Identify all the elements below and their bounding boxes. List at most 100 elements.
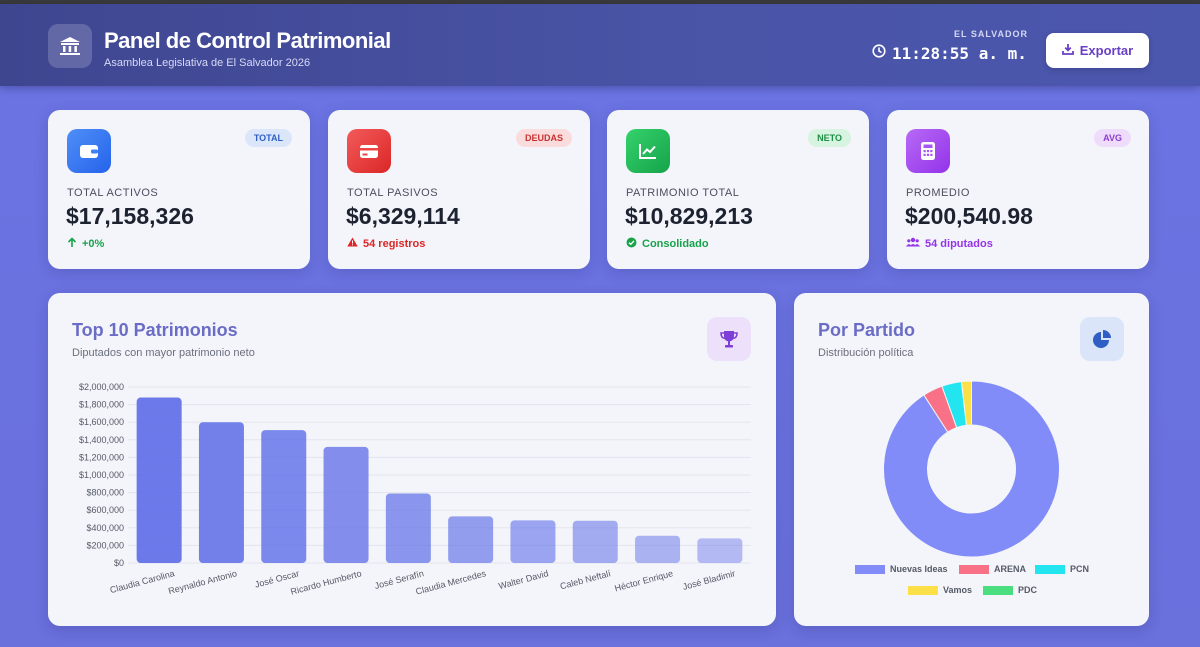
card-foot-text: 54 registros (363, 237, 426, 250)
page-title: Panel de Control Patrimonial (104, 28, 391, 53)
clock-time: 11:28:55 a. m. (892, 44, 1027, 63)
panel-title: Top 10 Patrimonios (72, 320, 238, 340)
x-tick-label: Walter David (497, 568, 549, 591)
window-top-strip (0, 0, 1200, 4)
pie-chart-icon (1080, 317, 1124, 361)
card-value: $6,329,114 (346, 203, 460, 229)
top-patrimonios-panel: Top 10 Patrimonios Diputados con mayor p… (48, 293, 776, 626)
card-total-pasivos: DEUDAS TOTAL PASIVOS $6,329,114 54 regis… (328, 110, 590, 269)
trophy-icon (707, 317, 751, 361)
card-value: $200,540.98 (905, 203, 1033, 229)
card-value: $10,829,213 (625, 203, 753, 229)
card-foot-text: +0% (82, 238, 105, 250)
x-tick-label: Ricardo Humberto (289, 568, 362, 597)
status-badge: NETO (808, 129, 851, 147)
legend-label: PDC (1018, 585, 1038, 595)
bar[interactable] (198, 422, 244, 563)
bar[interactable] (635, 535, 681, 563)
bar[interactable] (385, 493, 431, 563)
bar[interactable] (261, 430, 307, 563)
clock: 11:28:55 a. m. (872, 44, 1027, 63)
calculator-icon (906, 129, 950, 173)
y-tick-label: $400,000 (86, 523, 124, 533)
app-header: Panel de Control Patrimonial Asamblea Le… (0, 4, 1200, 86)
card-promedio: AVG PROMEDIO $200,540.98 54 diputados (887, 110, 1149, 269)
legend-item-vamos[interactable]: Vamos (908, 585, 972, 595)
bar-chart: $0 $200,000 $400,000 $600,000 $800,000 $1,000… (79, 382, 751, 597)
y-tick-label: $1,000,000 (79, 470, 124, 480)
status-badge: DEUDAS (515, 129, 572, 147)
donut-slice[interactable] (960, 380, 972, 426)
y-tick-label: $2,000,000 (79, 382, 124, 392)
legend-label: ARENA (994, 564, 1027, 574)
x-tick-label: José Bladimir (682, 568, 737, 592)
wallet-icon (67, 129, 111, 173)
card-foot-text: 54 diputados (925, 237, 993, 250)
y-tick-label: $1,200,000 (79, 452, 124, 462)
y-tick-label: $1,800,000 (79, 400, 124, 410)
legend-swatch (908, 585, 938, 595)
clock-icon (872, 44, 886, 63)
users-icon (906, 237, 920, 250)
card-value: $17,158,326 (66, 203, 194, 229)
bar[interactable] (136, 397, 182, 563)
legend-swatch (855, 564, 885, 574)
export-label: Exportar (1079, 43, 1134, 58)
status-badge: AVG (1094, 129, 1131, 147)
card-foot: +0% (67, 237, 104, 251)
card-label: PROMEDIO (906, 187, 970, 199)
country-label: EL SALVADOR (953, 29, 1028, 39)
donut-chart (883, 380, 1060, 558)
panel-subtitle: Distribución política (818, 347, 914, 359)
page-subtitle: Asamblea Legislativa de El Salvador 2026 (104, 57, 311, 69)
credit-card-icon (347, 129, 391, 173)
x-tick-label: Reynaldo Antonio (167, 568, 238, 596)
y-tick-label: $1,400,000 (79, 435, 124, 445)
x-tick-label: Caleb Neftalí (559, 568, 612, 591)
chart-line-icon (626, 129, 670, 173)
card-label: TOTAL PASIVOS (347, 187, 439, 199)
card-patrimonio-total: NETO PATRIMONIO TOTAL $10,829,213 Consol… (607, 110, 869, 269)
y-tick-label: $0 (114, 558, 124, 568)
y-tick-label: $200,000 (86, 540, 124, 550)
y-tick-label: $600,000 (86, 505, 124, 515)
status-badge: TOTAL (244, 129, 292, 147)
export-button[interactable]: Exportar (1046, 33, 1149, 68)
bar[interactable] (448, 516, 494, 563)
legend-item-pdc[interactable]: PDC (983, 585, 1037, 595)
legend-label: Vamos (943, 585, 973, 595)
bar[interactable] (572, 520, 618, 563)
legend-item-pcn[interactable]: PCN (1035, 564, 1089, 574)
legend-swatch (959, 564, 989, 574)
check-circle-icon (626, 237, 637, 251)
donut-slice[interactable] (883, 380, 1060, 558)
warning-icon (347, 237, 358, 250)
legend-label: Nuevas Ideas (890, 564, 948, 574)
x-tick-label: Claudia Carolina (109, 568, 176, 595)
card-foot-text: Consolidado (642, 238, 709, 250)
bar[interactable] (323, 446, 369, 563)
legend-swatch (1035, 564, 1065, 574)
panel-subtitle: Diputados con mayor patrimonio neto (72, 347, 255, 359)
card-label: PATRIMONIO TOTAL (626, 187, 740, 199)
card-foot: Consolidado (626, 237, 709, 251)
legend-item-arena[interactable]: ARENA (959, 564, 1026, 574)
card-total-activos: TOTAL TOTAL ACTIVOS $17,158,326 +0% (48, 110, 310, 269)
legend-label: PCN (1070, 564, 1090, 574)
arrow-up-icon (67, 237, 77, 251)
card-foot: 54 diputados (906, 237, 993, 250)
panel-title: Por Partido (818, 320, 916, 340)
download-icon (1061, 43, 1074, 58)
y-tick-label: $1,600,000 (79, 417, 124, 427)
card-foot: 54 registros (347, 237, 425, 250)
bank-icon (48, 24, 92, 68)
por-partido-panel: Por Partido Distribución política Nuevas… (794, 293, 1149, 626)
legend-swatch (983, 585, 1013, 595)
card-label: TOTAL ACTIVOS (67, 187, 159, 199)
x-tick-label: Héctor Enrique (613, 568, 674, 593)
bar[interactable] (510, 520, 556, 563)
bar[interactable] (697, 538, 743, 563)
legend-item-nuevas-ideas[interactable]: Nuevas Ideas (855, 564, 948, 574)
x-tick-label: Claudia Mercedes (415, 568, 488, 597)
y-tick-label: $800,000 (86, 488, 124, 498)
